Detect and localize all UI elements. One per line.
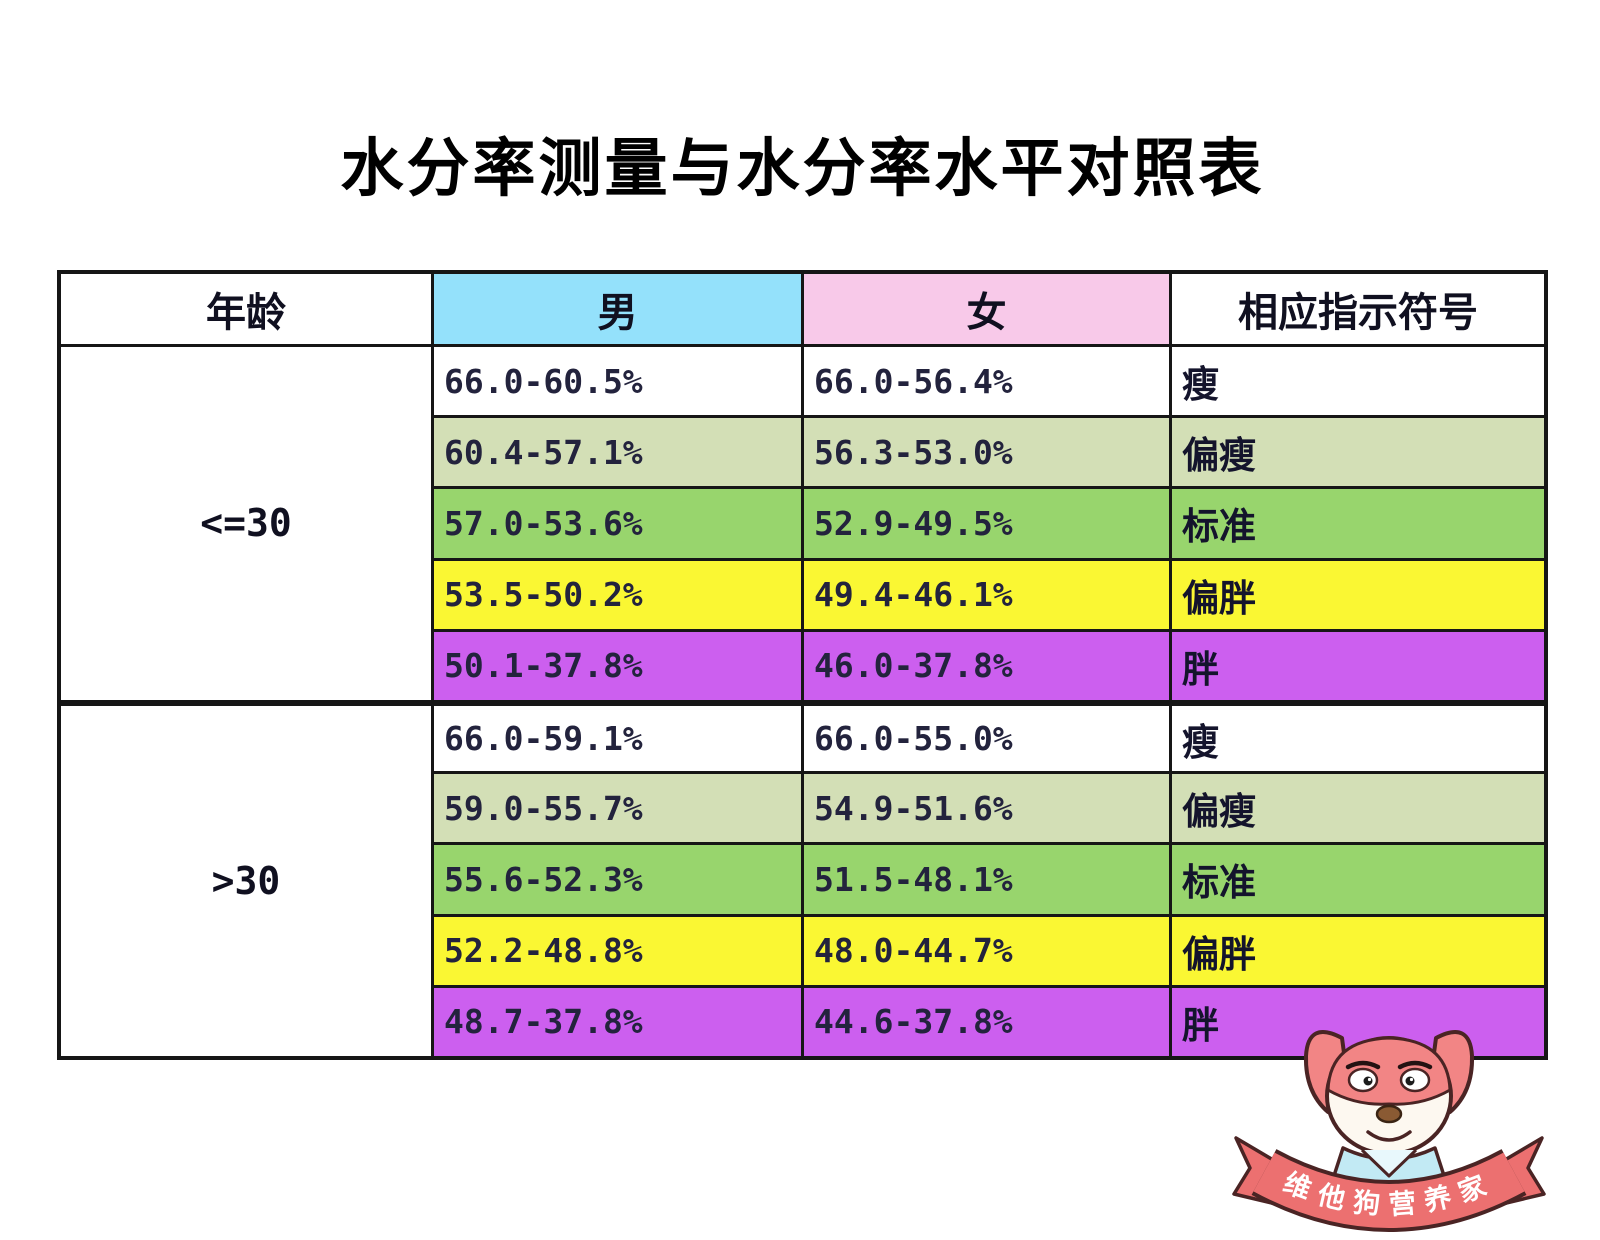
column-header-female: 女 — [804, 274, 1169, 344]
page-title: 水分率测量与水分率水平对照表 — [340, 132, 1265, 205]
table-cell-female: 54.9-51.6% — [804, 774, 1169, 843]
table-cell-female: 56.3-53.0% — [804, 418, 1169, 487]
table-cell-male: 66.0-59.1% — [434, 702, 801, 772]
column-header-indicator: 相应指示符号 — [1172, 274, 1544, 344]
table-cell-indicator: 偏瘦 — [1172, 418, 1544, 487]
water-rate-table: 年龄 男 女 相应指示符号 <=30 66.0-60.5% 66.0-56.4%… — [57, 270, 1548, 1060]
table-cell-male: 52.2-48.8% — [434, 916, 801, 985]
table-cell-female: 66.0-55.0% — [804, 702, 1169, 772]
age-group-under-30: <=30 — [61, 347, 431, 700]
column-header-age: 年龄 — [61, 274, 431, 344]
column-header-male: 男 — [434, 274, 801, 344]
table-cell-indicator: 偏胖 — [1172, 916, 1544, 985]
table-cell-female: 48.0-44.7% — [804, 916, 1169, 985]
table-cell-male: 55.6-52.3% — [434, 845, 801, 914]
table-cell-indicator: 偏瘦 — [1172, 774, 1544, 843]
table-cell-female: 52.9-49.5% — [804, 489, 1169, 558]
table-cell-indicator: 偏胖 — [1172, 560, 1544, 629]
table-cell-male: 48.7-37.8% — [434, 987, 801, 1056]
brand-logo: 维他狗营养家 — [1222, 1008, 1552, 1236]
table-cell-indicator: 瘦 — [1172, 347, 1544, 416]
table-cell-male: 60.4-57.1% — [434, 418, 801, 487]
table-cell-female: 51.5-48.1% — [804, 845, 1169, 914]
table-cell-male: 59.0-55.7% — [434, 774, 801, 843]
table-cell-indicator: 标准 — [1172, 489, 1544, 558]
table-cell-female: 44.6-37.8% — [804, 987, 1169, 1056]
table-cell-male: 66.0-60.5% — [434, 347, 801, 416]
table-cell-male: 53.5-50.2% — [434, 560, 801, 629]
table-cell-indicator: 胖 — [1172, 631, 1544, 700]
table-cell-female: 46.0-37.8% — [804, 631, 1169, 700]
age-group-over-30: >30 — [61, 702, 431, 1056]
table-cell-male: 57.0-53.6% — [434, 489, 801, 558]
table-cell-female: 49.4-46.1% — [804, 560, 1169, 629]
table-cell-male: 50.1-37.8% — [434, 631, 801, 700]
dog-mascot-icon: 维他狗营养家 — [1232, 1030, 1546, 1232]
table-cell-indicator: 标准 — [1172, 845, 1544, 914]
table-cell-female: 66.0-56.4% — [804, 347, 1169, 416]
table-cell-indicator: 瘦 — [1172, 702, 1544, 772]
